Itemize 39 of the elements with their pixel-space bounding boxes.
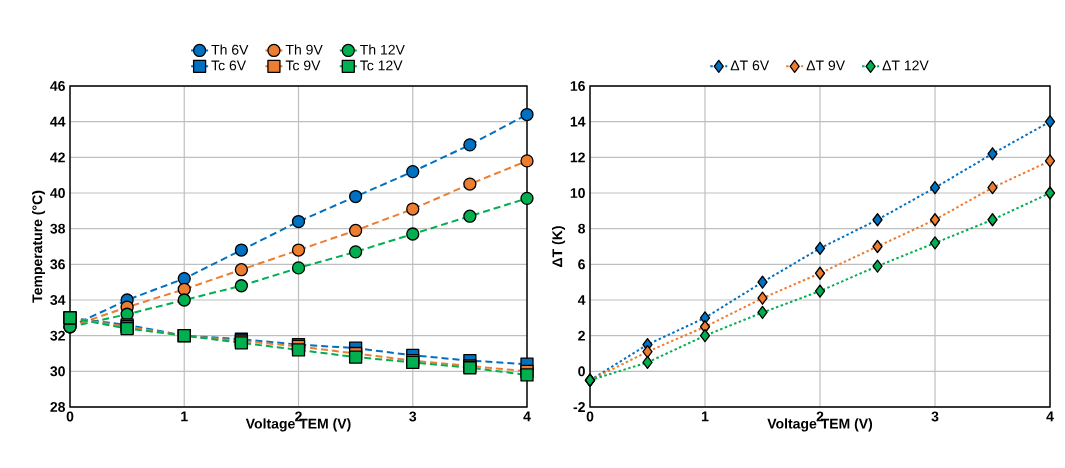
y-tick-label: 2	[578, 330, 585, 341]
legend-label: ΔT 9V	[806, 60, 846, 71]
y-tick-label: 4	[577, 295, 586, 305]
x-tick-label: 4	[523, 411, 531, 422]
x-tick-label: 0	[586, 411, 594, 422]
y-tick-label: 6	[578, 259, 585, 270]
y-tick-label: 46	[50, 81, 65, 91]
y-tick-label: 30	[50, 366, 65, 377]
y-tick-label: 38	[50, 223, 66, 234]
y-tick-label: 32	[50, 330, 65, 341]
x-tick-label: 4	[1046, 411, 1054, 422]
y-tick-label: 36	[50, 259, 65, 270]
y-tick-label: -2	[573, 402, 585, 412]
legend-label: ΔT 6V	[730, 60, 770, 71]
y-tick-label: 0	[578, 366, 585, 377]
legend-label: ΔT 12V	[882, 60, 929, 71]
x-tick-label: 3	[931, 411, 939, 422]
y-axis-title: Temperature (°C)	[31, 190, 46, 303]
legend-label: Th 9V	[285, 44, 323, 55]
y-axis-title: ΔT (K)	[551, 226, 566, 267]
x-tick-label: 1	[701, 411, 709, 422]
y-tick-label: 28	[50, 402, 66, 412]
y-tick-label: 16	[570, 81, 585, 91]
y-tick-label: 12	[570, 152, 585, 163]
x-tick-label: 0	[66, 411, 74, 422]
y-tick-label: 42	[50, 152, 65, 163]
legend-label: Tc 12V	[360, 60, 403, 71]
y-tick-label: 14	[570, 116, 586, 127]
legend-label: Tc 9V	[285, 60, 321, 71]
y-tick-label: 44	[50, 116, 66, 127]
legend-label: Th 6V	[211, 44, 249, 55]
legend-label: Tc 6V	[211, 60, 247, 71]
y-tick-label: 34	[50, 295, 66, 305]
y-tick-label: 40	[50, 188, 65, 198]
x-tick-label: 3	[409, 411, 417, 422]
y-tick-label: 8	[578, 223, 586, 234]
x-tick-label: 1	[181, 411, 188, 422]
legend-label: Th 12V	[360, 44, 405, 55]
y-tick-label: 10	[570, 188, 585, 198]
